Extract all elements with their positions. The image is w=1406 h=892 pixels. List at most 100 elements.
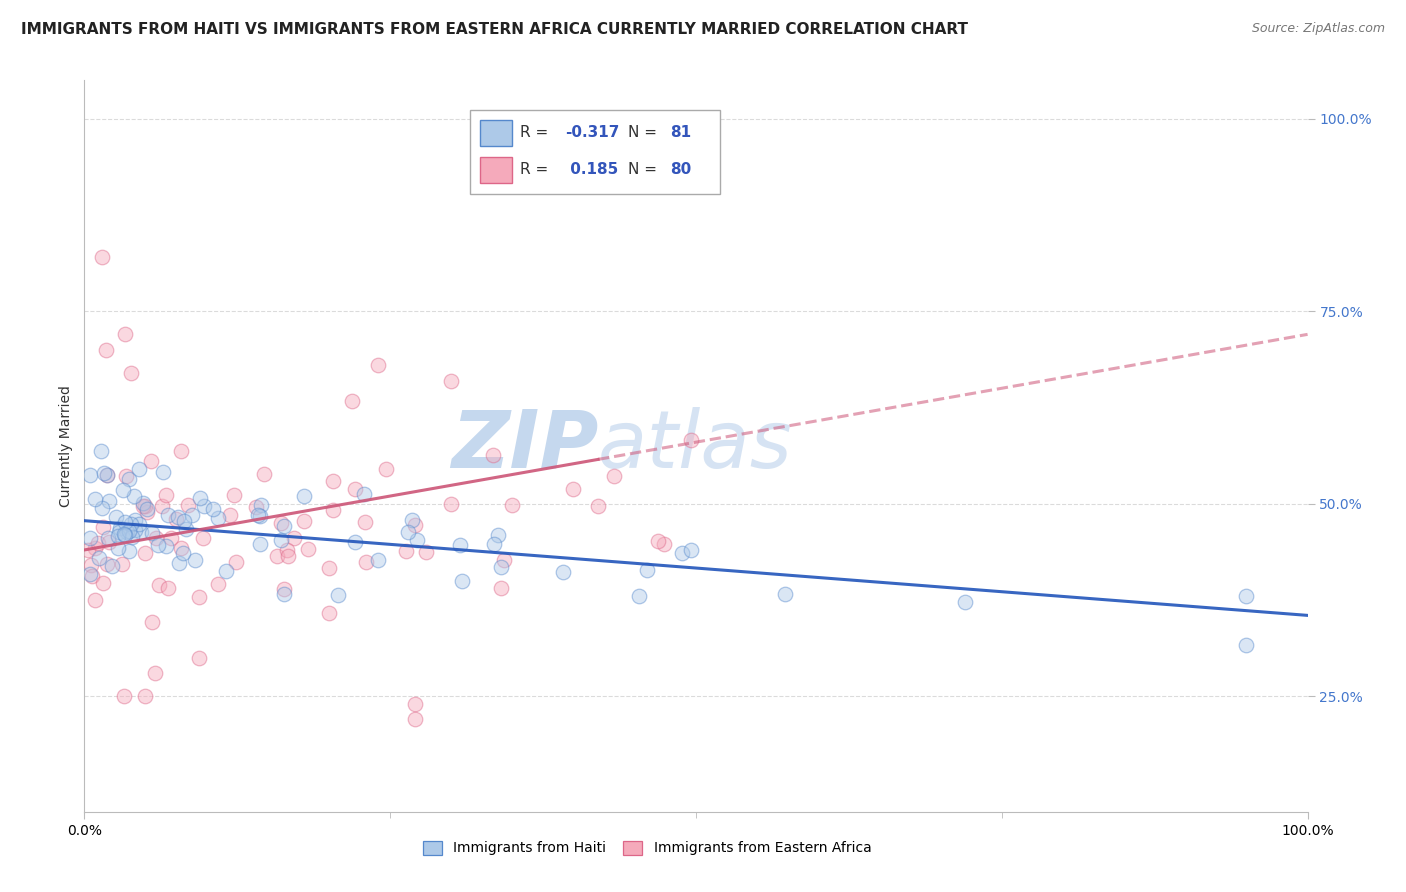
Point bbox=[486, 528, 509, 542]
Text: ZIP: ZIP bbox=[451, 407, 598, 485]
Point bbox=[118, 524, 141, 539]
Point bbox=[141, 526, 163, 541]
Point bbox=[273, 582, 295, 597]
Point bbox=[404, 517, 426, 532]
Point bbox=[277, 549, 299, 564]
Point bbox=[395, 544, 418, 558]
Text: Source: ZipAtlas.com: Source: ZipAtlas.com bbox=[1251, 22, 1385, 36]
Point bbox=[343, 483, 366, 497]
Point bbox=[502, 498, 524, 512]
Text: atlas: atlas bbox=[598, 407, 793, 485]
Point bbox=[214, 564, 236, 578]
Point bbox=[367, 553, 389, 567]
Point bbox=[96, 558, 118, 572]
Point bbox=[328, 588, 350, 602]
Point bbox=[157, 581, 180, 595]
Point bbox=[143, 666, 166, 681]
Point bbox=[115, 524, 138, 539]
Point bbox=[404, 697, 426, 711]
Point bbox=[91, 251, 114, 265]
Point bbox=[112, 527, 135, 541]
Point bbox=[134, 690, 156, 704]
Point bbox=[367, 358, 389, 372]
Point bbox=[396, 525, 419, 540]
Point bbox=[451, 574, 474, 588]
Point bbox=[155, 539, 177, 553]
Point bbox=[1236, 638, 1258, 652]
Point bbox=[96, 467, 118, 482]
Point bbox=[249, 536, 271, 550]
Point bbox=[166, 510, 188, 524]
Point bbox=[174, 522, 197, 536]
Point bbox=[222, 488, 245, 502]
Point bbox=[117, 471, 139, 485]
Point bbox=[294, 489, 316, 503]
Point bbox=[150, 499, 173, 513]
Point bbox=[132, 499, 155, 513]
Point bbox=[354, 555, 377, 569]
Point bbox=[98, 494, 121, 508]
Point bbox=[90, 443, 112, 458]
Point bbox=[114, 327, 136, 342]
Point bbox=[93, 467, 115, 481]
Point bbox=[115, 469, 138, 483]
Point bbox=[562, 482, 585, 496]
Point bbox=[124, 513, 146, 527]
Point bbox=[170, 541, 193, 555]
Point bbox=[114, 528, 136, 542]
Point bbox=[652, 537, 675, 551]
Point bbox=[98, 535, 121, 549]
Point bbox=[344, 535, 367, 549]
Point bbox=[188, 651, 211, 665]
Point bbox=[152, 465, 174, 479]
Point bbox=[679, 542, 702, 557]
Point bbox=[110, 558, 132, 572]
Point bbox=[283, 531, 305, 545]
Point bbox=[132, 496, 155, 510]
Point bbox=[156, 508, 179, 523]
Point bbox=[167, 556, 190, 570]
Point bbox=[141, 454, 163, 468]
Point bbox=[83, 492, 105, 507]
Point bbox=[187, 590, 209, 604]
Point bbox=[318, 560, 340, 574]
Point bbox=[107, 529, 129, 543]
Point bbox=[551, 565, 574, 579]
Point bbox=[1236, 589, 1258, 603]
Point bbox=[340, 394, 363, 409]
Point bbox=[96, 468, 118, 483]
Point bbox=[266, 549, 288, 563]
Point bbox=[270, 516, 292, 531]
Text: IMMIGRANTS FROM HAITI VS IMMIGRANTS FROM EASTERN AFRICA CURRENTLY MARRIED CORREL: IMMIGRANTS FROM HAITI VS IMMIGRANTS FROM… bbox=[21, 22, 969, 37]
Point bbox=[120, 517, 142, 532]
Point bbox=[273, 587, 295, 601]
Point bbox=[84, 593, 107, 607]
Point bbox=[415, 545, 437, 559]
Point bbox=[207, 510, 229, 524]
Point bbox=[80, 558, 103, 572]
Point bbox=[292, 514, 315, 528]
Point bbox=[120, 366, 142, 380]
Point bbox=[101, 558, 124, 573]
Point bbox=[121, 530, 143, 544]
Point bbox=[647, 534, 669, 549]
Point bbox=[405, 533, 427, 548]
Point bbox=[77, 543, 100, 558]
Point bbox=[353, 487, 375, 501]
Point bbox=[245, 500, 267, 515]
Point bbox=[207, 577, 229, 591]
Point bbox=[249, 498, 271, 512]
Point bbox=[80, 569, 103, 583]
Point bbox=[193, 499, 215, 513]
Point bbox=[141, 615, 163, 629]
Point bbox=[107, 525, 129, 540]
Y-axis label: Currently Married: Currently Married bbox=[59, 385, 73, 507]
Point bbox=[134, 500, 156, 514]
Point bbox=[318, 606, 340, 620]
Point bbox=[128, 462, 150, 476]
Point bbox=[173, 514, 195, 528]
Point bbox=[671, 546, 693, 560]
Point bbox=[374, 462, 396, 476]
Point bbox=[134, 546, 156, 560]
Point bbox=[953, 594, 976, 608]
